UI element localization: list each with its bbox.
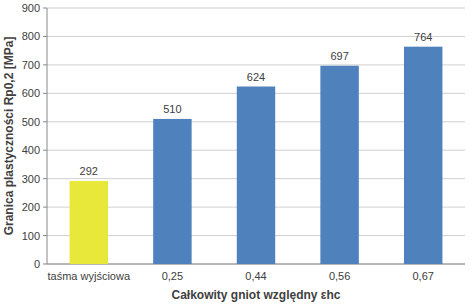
tick-label: 300 [22,173,40,185]
tick-label: 900 [22,2,40,14]
tick-mark [43,36,47,37]
tick-label: 600 [22,87,40,99]
tick-mark [43,121,47,122]
bar [153,119,191,264]
tick-mark [43,64,47,65]
tick-label: 0 [34,258,40,270]
bar [404,47,442,264]
chart: 0 100 200 300 400 500 600 700 800 900 292 510 624 697… [0,0,473,306]
category-label: 0,56 [329,270,350,282]
tick-label: 100 [22,230,40,242]
tick-label: 200 [22,201,40,213]
bars [70,47,443,264]
tick-mark [43,93,47,94]
x-axis-label: Całkowity gniot względny εhc [171,288,340,302]
category-label: taśma wyjściowa [48,270,131,282]
bar [237,87,275,264]
y-axis-label: Granica plastyczności Rp0,2 [MPa] [2,37,16,236]
bar [70,181,108,264]
tick-label: 700 [22,59,40,71]
grid-line [47,36,465,37]
grid-line [47,64,465,65]
tick-mark [43,207,47,208]
tick-mark [43,235,47,236]
data-label: 510 [163,103,181,115]
tick-label: 400 [22,144,40,156]
category-label: 0,44 [245,270,266,282]
tick-label: 500 [22,116,40,128]
tick-mark [43,264,47,265]
data-label: 292 [80,165,98,177]
category-label: 0,67 [412,270,433,282]
data-label: 624 [247,71,265,83]
tick-mark [43,150,47,151]
tick-label: 800 [22,30,40,42]
tick-mark [43,178,47,179]
tick-mark [43,8,47,9]
data-label: 764 [414,31,432,43]
data-label: 697 [330,50,348,62]
category-label: 0,25 [162,270,183,282]
y-axis [47,8,48,264]
bar [320,66,358,264]
grid-line [47,8,465,9]
